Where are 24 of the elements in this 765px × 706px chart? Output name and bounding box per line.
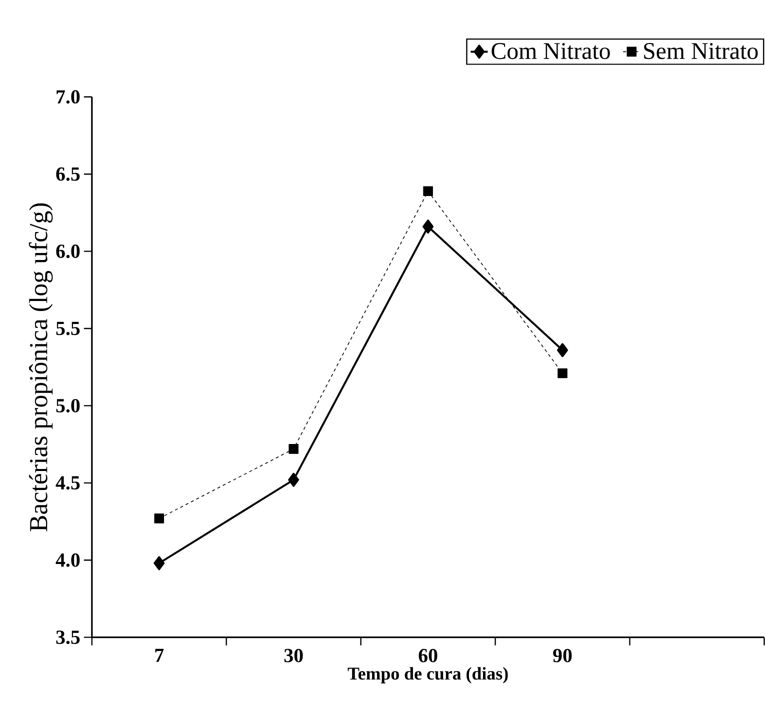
y-tick-label: 3.5: [56, 630, 80, 644]
y-tick-label: 5.5: [56, 322, 80, 336]
x-tick-label: 30: [284, 648, 303, 662]
x-tick-label: 60: [418, 648, 438, 662]
y-tick-label: 6.5: [56, 167, 80, 181]
point: [288, 472, 300, 487]
point: [154, 513, 164, 524]
x-axis-title: Tempo de cura (dias): [348, 666, 508, 684]
y-axis-title: Bactérias propiônica (log ufc/g): [28, 203, 53, 532]
point: [557, 343, 568, 357]
point: [422, 219, 434, 234]
y-tick-label: 4.5: [56, 476, 80, 490]
y-tick-label: 5.0: [56, 398, 80, 412]
y-tick-label: 7.0: [56, 90, 80, 104]
x-tick-label: 7: [155, 648, 164, 662]
legend-label: Sem Nitrato: [644, 42, 758, 59]
x-tick-label: 90: [553, 648, 572, 662]
point: [154, 556, 165, 570]
legend-label: Com Nitrato: [492, 42, 610, 59]
point: [288, 444, 298, 454]
y-tick-label: 6.0: [56, 244, 80, 258]
point: [558, 368, 568, 378]
point: [423, 186, 433, 196]
y-tick-label: 4.0: [56, 553, 80, 567]
